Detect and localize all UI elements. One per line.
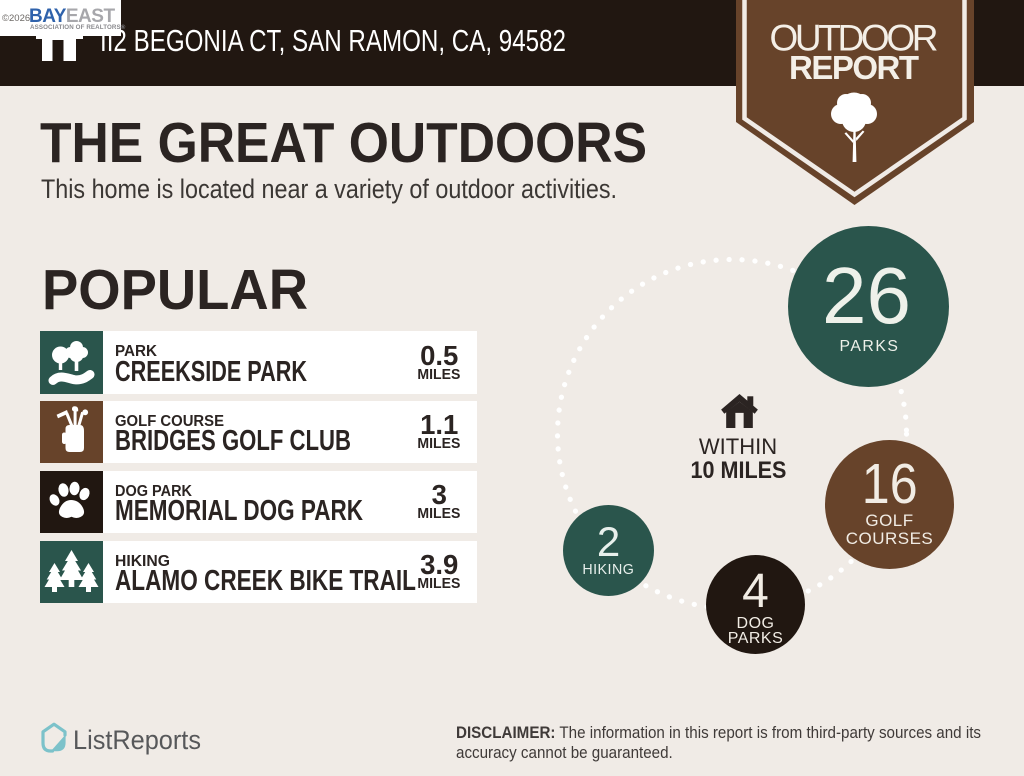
svg-text:REPORT: REPORT [789,49,919,86]
svg-text:OUTDOOR: OUTDOOR [770,18,939,59]
